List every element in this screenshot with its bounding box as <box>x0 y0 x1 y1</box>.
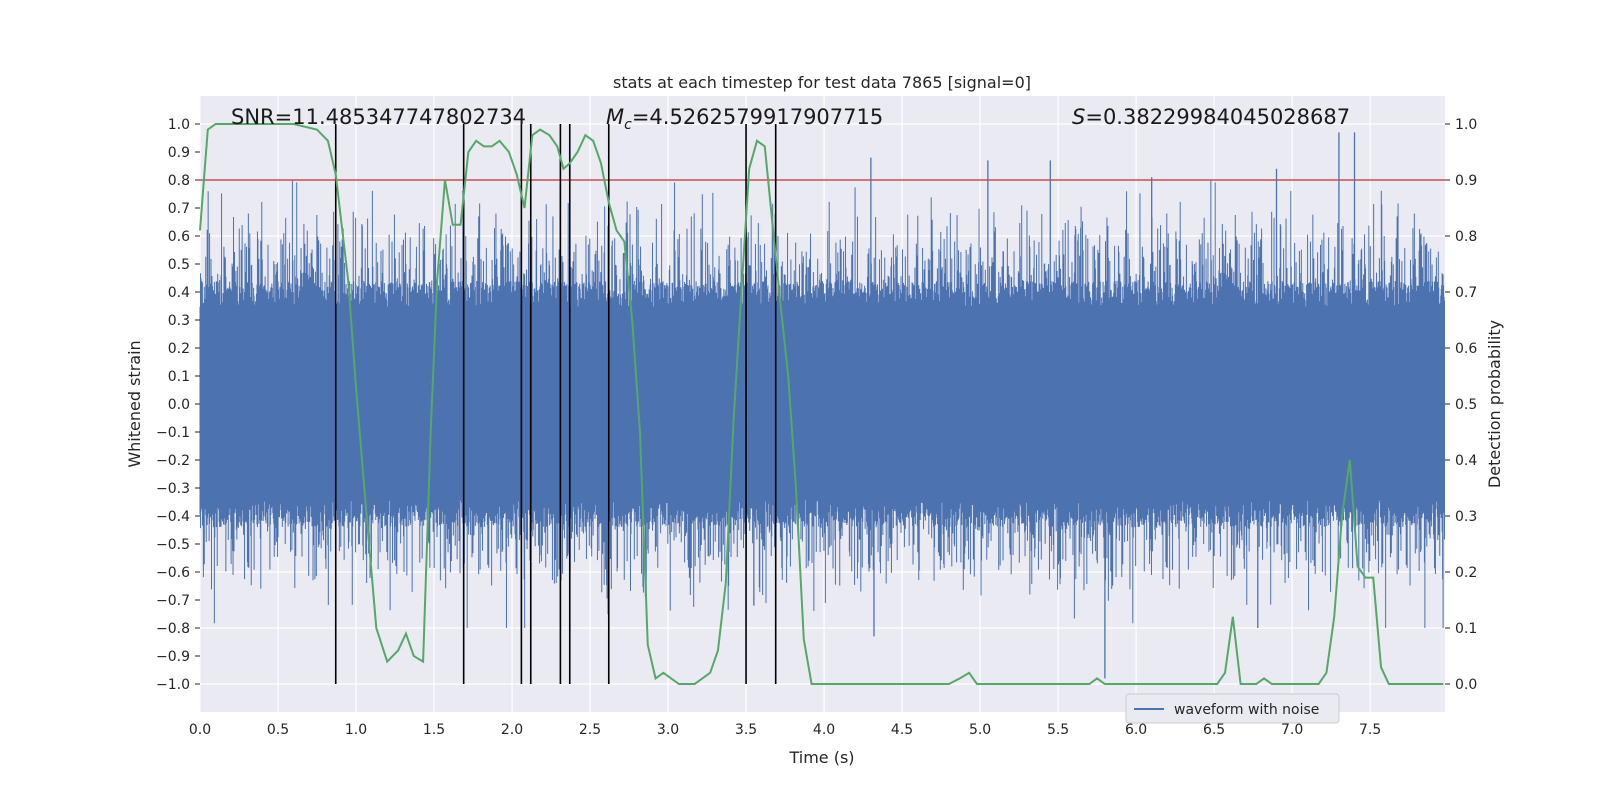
y-tick-label-15: −0.5 <box>156 537 190 553</box>
x-axis: 0.0 0.5 1.0 1.5 2.0 2.5 3.0 3.5 4.0 4.5 5.0 5.5 6.0 6… <box>189 722 1381 738</box>
chirp-mass-value: =4.5262579917907715 <box>632 105 883 129</box>
x-tick-label-9: 4.5 <box>891 722 913 738</box>
s-symbol: S <box>1072 105 1085 129</box>
x-axis-label: Time (s) <box>788 748 854 767</box>
snr-annotation: SNR=11.485347747802734 <box>231 105 526 129</box>
y2-tick-label-1: 0.9 <box>1455 173 1477 189</box>
y-tick-label-9: 0.1 <box>168 369 190 385</box>
x-tick-label-14: 7.0 <box>1281 722 1303 738</box>
x-tick-label-12: 6.0 <box>1125 722 1147 738</box>
legend: waveform with noise <box>1125 693 1340 724</box>
chirp-mass-symbol: M <box>606 105 624 129</box>
y-tick-label-3: 0.7 <box>168 201 190 217</box>
probability-series <box>199 123 1444 685</box>
chart-title: stats at each timestep for test data 786… <box>613 73 1031 92</box>
y-tick-label-14: −0.4 <box>156 509 190 525</box>
y-tick-label-0: 1.0 <box>168 117 190 133</box>
y-tick-label-19: −0.9 <box>156 649 190 665</box>
y-tick-label-5: 0.5 <box>168 257 190 273</box>
x-tick-label-5: 2.5 <box>579 722 601 738</box>
y-tick-label-1: 0.9 <box>168 145 190 161</box>
y-tick-label-7: 0.3 <box>168 313 190 329</box>
y2-tick-label-2: 0.8 <box>1455 229 1477 245</box>
y-tick-label-18: −0.8 <box>156 621 190 637</box>
y2-tick-label-5: 0.5 <box>1455 397 1477 413</box>
waveform-series <box>199 132 1446 679</box>
y2-tick-label-6: 0.4 <box>1455 453 1477 469</box>
x-tick-label-3: 1.5 <box>423 722 445 738</box>
waveform-noise-band <box>199 180 1446 628</box>
y-tick-label-16: −0.6 <box>156 565 190 581</box>
x-tick-label-1: 0.5 <box>267 722 289 738</box>
x-tick-label-7: 3.5 <box>735 722 757 738</box>
y-tick-label-13: −0.3 <box>156 481 190 497</box>
y-axis-left: 1.0 0.9 0.8 0.7 0.6 0.5 0.4 0.3 0.2 0.1 0.0 −0.1 −0.… <box>156 117 200 693</box>
y-tick-label-10: 0.0 <box>168 397 190 413</box>
x-tick-label-8: 4.0 <box>813 722 835 738</box>
y2-tick-label-7: 0.3 <box>1455 509 1477 525</box>
y2-tick-label-3: 0.7 <box>1455 285 1477 301</box>
y-tick-label-8: 0.2 <box>168 341 190 357</box>
y-tick-label-6: 0.4 <box>168 285 190 301</box>
y-tick-label-11: −0.1 <box>156 425 190 441</box>
y-tick-label-17: −0.7 <box>156 593 190 609</box>
y-axis-label: Whitened strain <box>125 340 144 467</box>
chirp-mass-subscript: c <box>624 117 632 133</box>
y-tick-label-12: −0.2 <box>156 453 190 469</box>
legend-box <box>1125 693 1340 724</box>
y-tick-label-20: −1.0 <box>156 677 190 693</box>
y2-tick-label-4: 0.6 <box>1455 341 1477 357</box>
y2-tick-label-0: 1.0 <box>1455 117 1477 133</box>
s-value: =0.38229984045028687 <box>1085 105 1350 129</box>
s-annotation: S=0.38229984045028687 <box>1072 105 1350 129</box>
probability-line <box>199 123 1444 685</box>
x-tick-label-0: 0.0 <box>189 722 211 738</box>
y2-axis-label: Detection probability <box>1485 320 1504 488</box>
chirp-mass-annotation: Mc=4.5262579917907715 <box>606 105 883 133</box>
y-tick-label-2: 0.8 <box>168 173 190 189</box>
x-tick-label-4: 2.0 <box>501 722 523 738</box>
legend-label: waveform with noise <box>1174 702 1319 718</box>
x-tick-label-10: 5.0 <box>969 722 991 738</box>
x-tick-label-6: 3.0 <box>657 722 679 738</box>
y2-tick-label-9: 0.1 <box>1455 621 1477 637</box>
y2-tick-label-8: 0.2 <box>1455 565 1477 581</box>
y-axis-right: 1.0 0.9 0.8 0.7 0.6 0.5 0.4 0.3 0.2 0.1 0.0 <box>1445 117 1477 693</box>
x-tick-label-15: 7.5 <box>1359 722 1381 738</box>
y2-tick-label-10: 0.0 <box>1455 677 1477 693</box>
x-tick-label-2: 1.0 <box>345 722 367 738</box>
x-tick-label-13: 6.5 <box>1203 722 1225 738</box>
y-tick-label-4: 0.6 <box>168 229 190 245</box>
x-tick-label-11: 5.5 <box>1047 722 1069 738</box>
